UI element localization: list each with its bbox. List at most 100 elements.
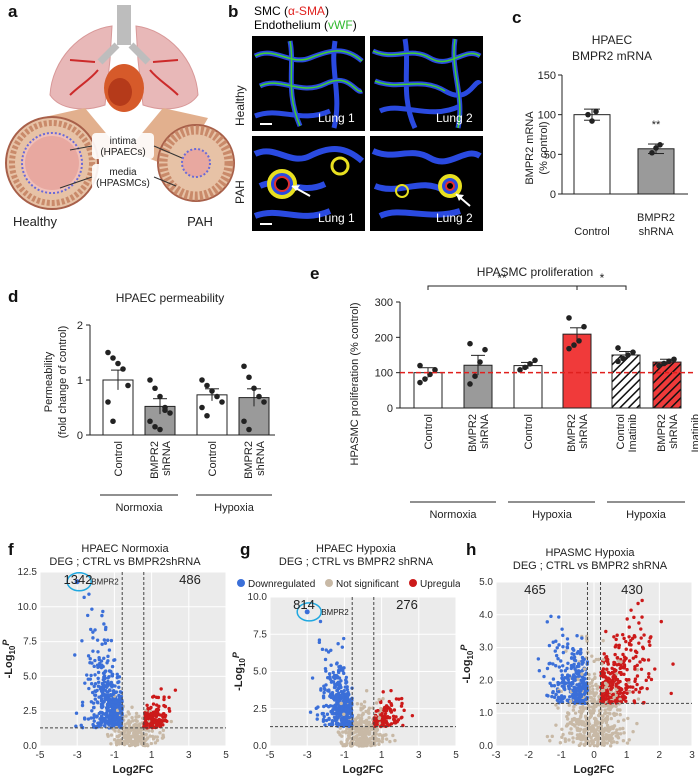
e-point — [576, 338, 582, 344]
h-plot-point — [589, 739, 594, 743]
f-plot-point — [102, 638, 107, 642]
f-plot-point — [129, 735, 134, 739]
c-bar — [637, 148, 675, 195]
h-plot-point — [632, 615, 636, 620]
h-plot-point — [557, 615, 561, 619]
e-ytick-label: 100 — [375, 368, 393, 380]
d-category-label: BMPR2 — [149, 441, 161, 479]
h-title2: DEG ; CTRL vs BMPR2 shRNA — [513, 560, 668, 572]
h-plot-point — [589, 691, 593, 695]
g-plot-point — [367, 732, 371, 736]
e-category-label: Control — [423, 414, 435, 449]
h-plot-point — [633, 665, 637, 669]
h-plot-point — [580, 636, 584, 640]
h-plot-point — [583, 701, 587, 706]
f-plot-point — [87, 686, 91, 691]
e-point — [571, 342, 577, 348]
g-plot-point — [354, 735, 358, 739]
f-plot-point — [80, 639, 84, 643]
d-point — [209, 388, 215, 394]
h-plot-point — [604, 685, 608, 690]
h-plot-point — [552, 695, 557, 700]
h-plot-point — [619, 671, 623, 675]
f-plot-point — [108, 700, 113, 704]
g-plot-point — [324, 718, 329, 723]
f-plot-point — [143, 719, 148, 724]
g-plot-point — [324, 703, 329, 708]
g-plot-point — [367, 711, 371, 715]
h-plot-point — [557, 643, 561, 647]
g-plot-point — [353, 718, 358, 722]
h-plot-point — [580, 659, 584, 663]
f-plot-point — [162, 695, 166, 699]
h-plot-point — [572, 717, 577, 722]
h-plot-point — [618, 727, 622, 731]
h-plot-point — [560, 727, 564, 731]
e-category-label: Imatinib — [690, 414, 698, 453]
h-plot-point — [571, 708, 576, 712]
d-point — [204, 412, 210, 419]
e-ytick-label: 0 — [387, 403, 393, 415]
f-plot-point — [99, 705, 104, 709]
g-plot-point — [328, 704, 333, 708]
h-plot-point — [583, 677, 587, 681]
h-plot-point — [559, 697, 563, 701]
h-plot-point — [572, 655, 577, 660]
f-plot-point — [117, 685, 121, 689]
g-plot-point — [327, 717, 331, 721]
h-plot-point — [571, 688, 575, 693]
h-plot-point — [591, 733, 596, 738]
h-plot-point — [571, 736, 575, 740]
h-plot-point — [627, 690, 632, 694]
h-plot-point — [584, 741, 588, 746]
g-plot-point — [346, 690, 350, 695]
h-plot-point — [622, 655, 627, 659]
f-plot-point — [122, 735, 126, 739]
g-plot-point — [347, 719, 351, 724]
e-bar — [413, 372, 443, 409]
h-plot-point — [578, 737, 582, 741]
e-point — [522, 364, 528, 371]
f-plot-point — [108, 716, 112, 720]
h-plot-point — [578, 705, 583, 710]
h-plot-point — [647, 675, 651, 679]
f-plot-point — [111, 703, 115, 707]
f-plot-point — [91, 630, 95, 634]
h-plot-point — [561, 633, 565, 638]
g-plot-point — [345, 687, 350, 692]
f-plot-point — [95, 638, 100, 642]
f-plot-point — [91, 649, 95, 653]
f-plot-point — [113, 684, 117, 688]
g-plot-point — [391, 733, 395, 738]
g-plot-point — [328, 677, 332, 681]
f-plot-point — [103, 722, 107, 726]
h-plot-point — [596, 713, 601, 718]
d-group-label: Normoxia — [115, 502, 163, 514]
f-plot-point — [151, 702, 156, 706]
h-plot-point — [653, 667, 657, 671]
g-plot-point — [392, 718, 397, 722]
f-plot-point — [89, 716, 93, 720]
h-plot-xlabel: Log2FC — [574, 764, 615, 776]
f-plot-point — [127, 712, 131, 716]
f-plot-point — [161, 735, 166, 739]
h-plot-point — [624, 682, 628, 687]
h-plot-point — [624, 677, 628, 682]
f-plot-point — [155, 738, 160, 743]
h-plot-point — [581, 720, 586, 724]
f-plot-point — [88, 657, 92, 661]
h-plot-point — [583, 673, 587, 677]
h-plot-point — [605, 741, 609, 745]
f-plot-point — [126, 739, 131, 744]
g-plot-point — [389, 701, 393, 706]
h-plot-point — [671, 662, 675, 666]
f-plot-point — [107, 697, 112, 701]
h-plot-point — [627, 677, 631, 682]
e-point — [566, 345, 572, 352]
f-plot-point — [117, 680, 121, 684]
e-sig-label: * — [600, 271, 605, 285]
panel-e-letter: e — [310, 264, 320, 283]
g-plot-point — [399, 704, 404, 708]
d-point — [110, 418, 116, 425]
h-plot-point — [554, 664, 558, 668]
